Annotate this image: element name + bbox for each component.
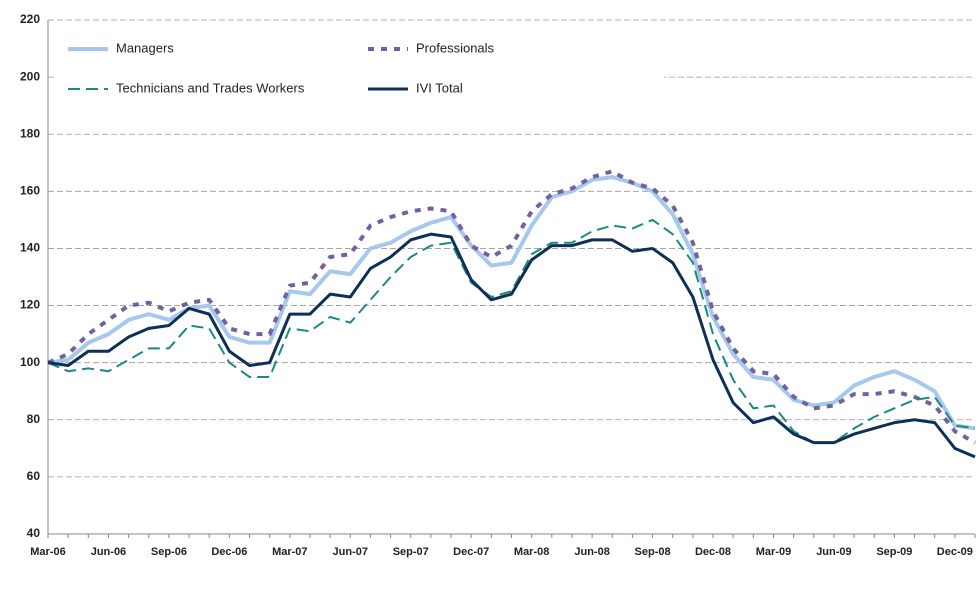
y-tick-label: 160 <box>20 184 40 198</box>
x-tick-label: Mar-07 <box>272 546 307 558</box>
legend-label: IVI Total <box>416 80 463 95</box>
x-tick-label: Mar-06 <box>30 546 65 558</box>
series-line <box>47 175 976 431</box>
series-line <box>47 218 976 444</box>
x-tick-label: Jun-08 <box>574 546 609 558</box>
series-line <box>47 169 976 445</box>
y-tick-label: 220 <box>20 12 40 26</box>
x-tick-label: Sep-09 <box>876 546 912 558</box>
legend-label: Professionals <box>416 40 495 55</box>
x-tick-label: Sep-07 <box>393 546 429 558</box>
y-tick-label: 80 <box>27 412 41 426</box>
x-tick-label: Mar-09 <box>756 546 791 558</box>
y-tick-label: 100 <box>20 355 40 369</box>
x-tick-label: Dec-07 <box>453 546 489 558</box>
y-tick-label: 60 <box>27 469 41 483</box>
x-tick-label: Jun-09 <box>816 546 851 558</box>
x-tick-label: Mar-08 <box>514 546 549 558</box>
x-tick-label: Sep-08 <box>635 546 671 558</box>
y-tick-label: 180 <box>20 126 40 140</box>
x-tick-label: Dec-06 <box>211 546 247 558</box>
x-tick-label: Jun-07 <box>333 546 368 558</box>
legend-box <box>54 32 664 112</box>
legend-label: Managers <box>116 40 174 55</box>
y-tick-label: 120 <box>20 298 40 312</box>
legend-label: Technicians and Trades Workers <box>116 80 305 95</box>
y-tick-label: 40 <box>27 526 41 540</box>
series-line <box>47 232 976 459</box>
x-tick-label: Jun-06 <box>91 546 126 558</box>
x-tick-label: Sep-06 <box>151 546 187 558</box>
x-tick-label: Dec-09 <box>937 546 973 558</box>
y-tick-label: 140 <box>20 241 40 255</box>
x-tick-label: Dec-08 <box>695 546 731 558</box>
y-tick-label: 200 <box>20 69 40 83</box>
